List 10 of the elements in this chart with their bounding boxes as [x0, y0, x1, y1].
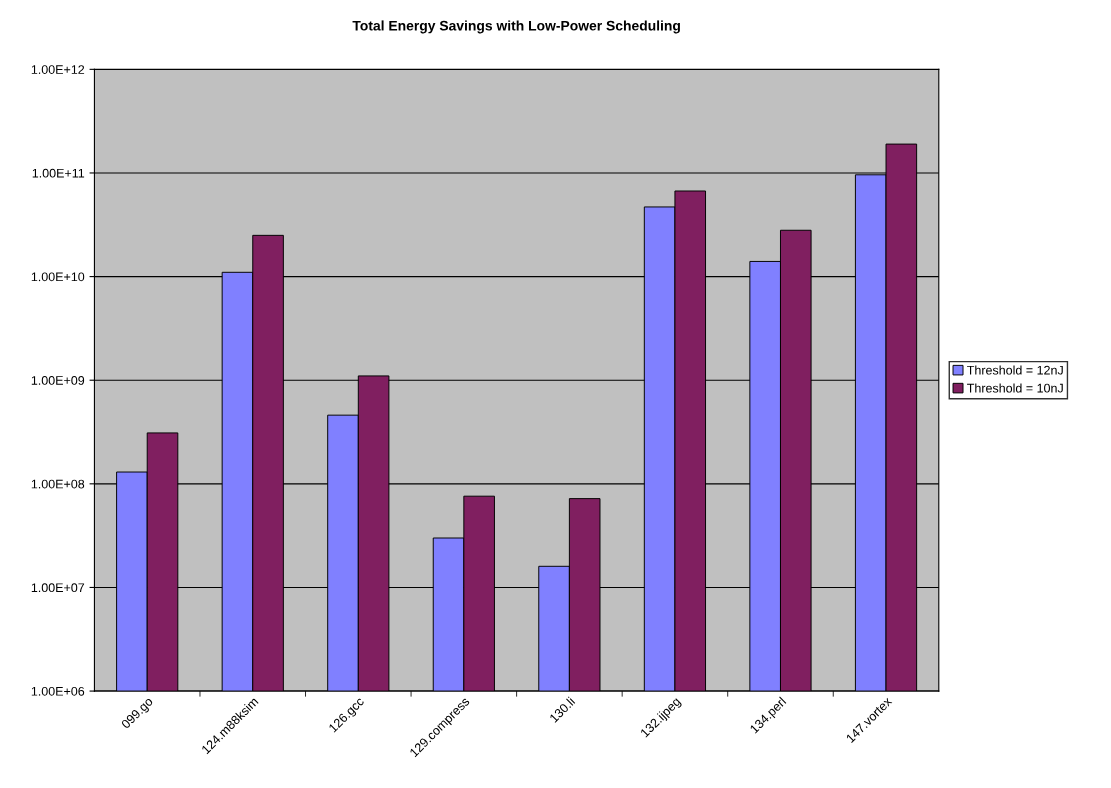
y-tick-label: 1.00E+11: [32, 168, 85, 178]
y-tick-label: 1.00E+12: [31, 65, 85, 74]
y-tick-label: 1.00E+06: [31, 686, 85, 696]
y-tick-label: 1.00E+09: [31, 376, 85, 385]
y-tick-label: 1.00E+07: [31, 583, 85, 593]
y-tick-label: 1.00E+08: [31, 479, 85, 489]
legend-label: Threshold = 10nJ: [967, 383, 1063, 393]
y-tick-label: 1.00E+10: [31, 272, 85, 282]
chart-title: Total Energy Savings with Low-Power Scheduling: [352, 20, 680, 34]
legend-label: Threshold = 12nJ: [967, 365, 1063, 375]
